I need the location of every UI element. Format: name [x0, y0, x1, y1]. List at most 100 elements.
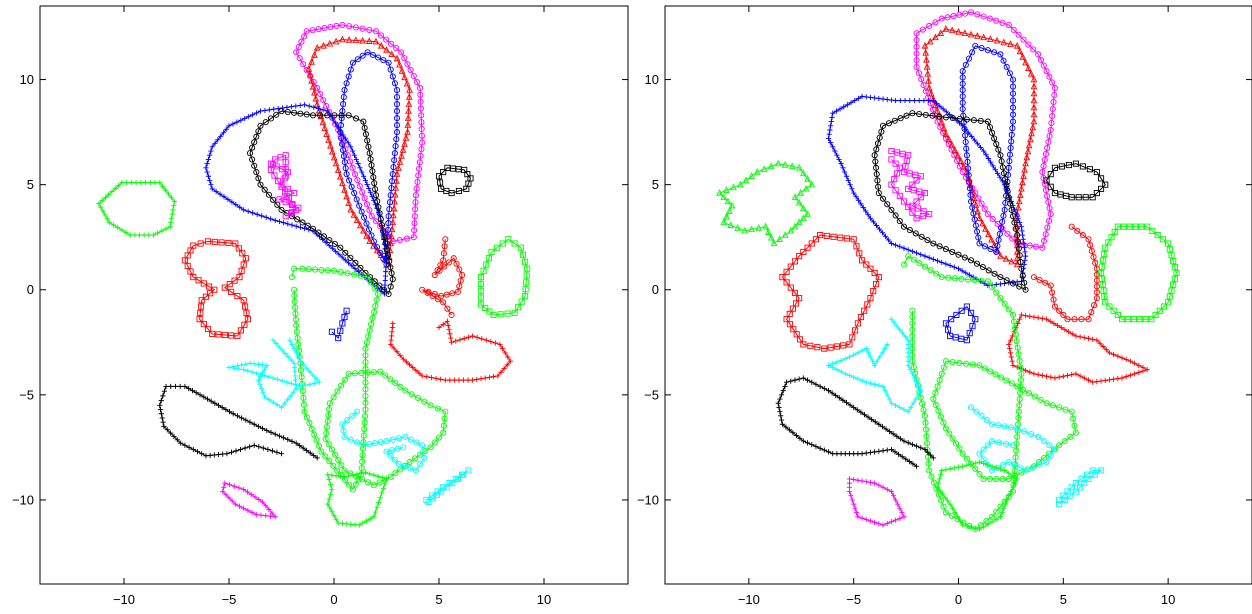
- series-8: [779, 232, 882, 352]
- series-markers: [825, 316, 924, 415]
- series-line: [718, 163, 813, 245]
- series-markers: [226, 337, 322, 411]
- x-tick-label: 5: [1060, 592, 1067, 607]
- series-line: [777, 377, 934, 467]
- series-line: [295, 24, 423, 242]
- series-17: [423, 467, 472, 506]
- series-12: [942, 303, 979, 344]
- series-markers: [157, 383, 320, 461]
- plot-area: [96, 21, 531, 528]
- series-markers: [716, 159, 816, 247]
- series-markers: [220, 480, 278, 520]
- series-9: [419, 236, 466, 319]
- series-5: [888, 147, 933, 222]
- y-tick-label: −10: [637, 492, 659, 507]
- series-line: [184, 240, 249, 337]
- series-14: [930, 358, 1079, 482]
- series-2: [959, 42, 1017, 255]
- series-markers: [305, 35, 413, 268]
- series-14: [322, 368, 449, 489]
- series-7: [1043, 160, 1109, 201]
- series-markers: [934, 459, 1020, 532]
- plot-area: [716, 9, 1180, 533]
- series-2: [337, 49, 401, 268]
- series-line: [331, 310, 348, 340]
- y-tick-label: −10: [12, 492, 34, 507]
- series-18: [220, 480, 278, 520]
- y-tick-label: 0: [27, 282, 34, 297]
- series-17: [1056, 467, 1105, 508]
- series-line: [874, 112, 1027, 291]
- y-tick-label: −5: [644, 387, 659, 402]
- series-line: [270, 154, 300, 217]
- series-markers: [419, 236, 466, 319]
- series-markers: [775, 375, 936, 469]
- series-line: [421, 239, 463, 316]
- series-20: [775, 375, 936, 469]
- series-7: [435, 164, 474, 197]
- series-markers: [959, 42, 1017, 255]
- series-16: [325, 470, 390, 528]
- y-tick-label: 5: [27, 177, 34, 192]
- series-line: [426, 470, 469, 503]
- series-markers: [423, 467, 472, 506]
- series-10: [1098, 223, 1180, 323]
- y-tick-label: 5: [652, 177, 659, 192]
- series-markers: [1006, 312, 1150, 385]
- x-tick-label: 0: [330, 592, 337, 607]
- series-20: [157, 383, 320, 461]
- x-tick-label: −10: [738, 592, 760, 607]
- x-tick-label: −5: [222, 592, 237, 607]
- series-line: [1045, 163, 1106, 198]
- series-markers: [388, 318, 513, 383]
- series-19: [825, 316, 924, 415]
- x-tick-label: 0: [955, 592, 962, 607]
- series-6: [96, 179, 177, 238]
- series-13: [288, 265, 382, 493]
- series-4: [246, 108, 396, 297]
- series-5: [267, 152, 302, 220]
- series-markers: [435, 164, 474, 197]
- x-tick-label: 10: [1161, 592, 1175, 607]
- series-line: [890, 150, 931, 219]
- series-markers: [288, 265, 382, 493]
- series-markers: [337, 49, 401, 268]
- series-markers: [846, 476, 907, 528]
- series-8: [181, 238, 251, 340]
- axes-frame: [39, 5, 629, 585]
- series-markers: [322, 368, 449, 489]
- y-tick-label: 10: [20, 72, 34, 87]
- series-markers: [1043, 160, 1109, 201]
- series-4: [871, 110, 1029, 293]
- series-line: [339, 51, 398, 267]
- series-markers: [779, 232, 882, 352]
- y-tick-label: −5: [19, 387, 34, 402]
- series-3: [825, 93, 1029, 289]
- series-line: [249, 110, 394, 295]
- series-markers: [181, 238, 251, 340]
- x-tick-label: −10: [113, 592, 135, 607]
- axes-frame: [664, 5, 1252, 585]
- left-panel: −10 −5 0 5 10 −10 −5 0 5 10: [12, 5, 629, 607]
- series-line: [932, 360, 1077, 480]
- series-markers: [942, 303, 979, 344]
- right-panel: −10 −5 0 5 10 −10 −5 0 5 10: [637, 5, 1252, 607]
- series-9: [1030, 223, 1100, 323]
- series-line: [827, 95, 1027, 287]
- series-markers: [96, 179, 177, 238]
- series-markers: [888, 147, 933, 222]
- series-line: [159, 385, 318, 459]
- series-line: [962, 45, 1014, 253]
- x-tick-label: 5: [435, 592, 442, 607]
- series-markers: [477, 236, 531, 319]
- series-markers: [246, 108, 396, 297]
- x-tick-label: 10: [537, 592, 551, 607]
- series-markers: [328, 307, 350, 342]
- series-markers: [325, 470, 390, 528]
- series-markers: [930, 358, 1079, 482]
- series-0: [913, 9, 1058, 251]
- series-markers: [1056, 467, 1105, 508]
- series-15: [339, 408, 428, 474]
- series-markers: [1030, 223, 1100, 323]
